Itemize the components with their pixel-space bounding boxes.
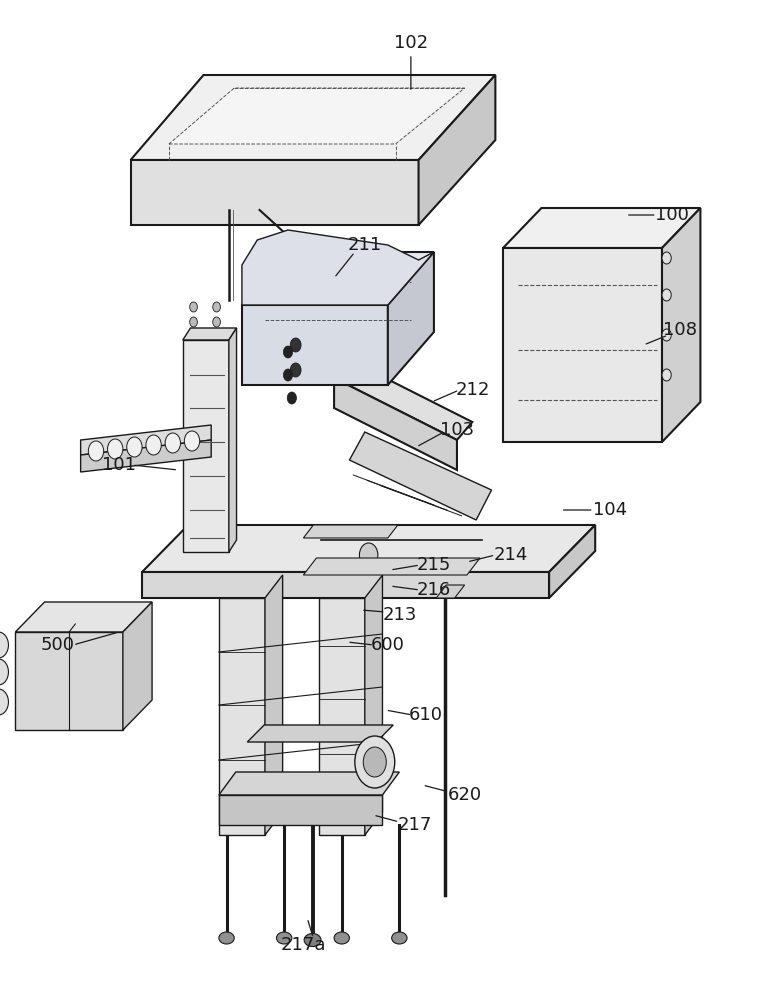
Polygon shape — [334, 378, 457, 470]
Ellipse shape — [334, 932, 349, 944]
Polygon shape — [81, 425, 211, 455]
Circle shape — [213, 302, 220, 312]
Circle shape — [359, 543, 378, 567]
Text: 108: 108 — [663, 321, 697, 339]
Polygon shape — [319, 598, 365, 835]
Text: 103: 103 — [440, 421, 474, 439]
Polygon shape — [303, 558, 480, 575]
Circle shape — [127, 437, 142, 457]
Circle shape — [662, 369, 671, 381]
Polygon shape — [142, 525, 595, 572]
Circle shape — [290, 338, 301, 352]
Circle shape — [290, 363, 301, 377]
Polygon shape — [503, 208, 700, 248]
Polygon shape — [549, 525, 595, 598]
Text: 214: 214 — [494, 546, 528, 564]
Circle shape — [662, 329, 671, 341]
Polygon shape — [123, 602, 152, 730]
Polygon shape — [131, 75, 495, 160]
Polygon shape — [503, 248, 662, 442]
Polygon shape — [15, 632, 123, 730]
Text: 600: 600 — [371, 636, 405, 654]
Circle shape — [363, 747, 386, 777]
Text: 101: 101 — [102, 456, 136, 474]
Circle shape — [190, 302, 197, 312]
Text: 100: 100 — [655, 206, 689, 224]
Text: 211: 211 — [348, 236, 382, 254]
Polygon shape — [662, 208, 700, 442]
Ellipse shape — [304, 934, 321, 946]
Circle shape — [0, 632, 8, 658]
Text: 104: 104 — [594, 501, 627, 519]
Circle shape — [88, 441, 104, 461]
Polygon shape — [219, 598, 265, 835]
Text: 102: 102 — [394, 34, 428, 52]
Polygon shape — [242, 252, 434, 305]
Polygon shape — [334, 360, 472, 440]
Circle shape — [355, 736, 395, 788]
Circle shape — [184, 431, 200, 451]
Circle shape — [283, 369, 293, 381]
Polygon shape — [219, 795, 382, 825]
Circle shape — [662, 252, 671, 264]
Circle shape — [108, 439, 123, 459]
Circle shape — [0, 659, 8, 685]
Polygon shape — [131, 160, 419, 225]
Polygon shape — [436, 585, 465, 598]
Polygon shape — [365, 575, 382, 835]
Circle shape — [287, 392, 296, 404]
Text: 215: 215 — [417, 556, 451, 574]
Polygon shape — [142, 572, 549, 598]
Circle shape — [662, 289, 671, 301]
Polygon shape — [388, 252, 434, 385]
Polygon shape — [229, 328, 237, 552]
Circle shape — [213, 317, 220, 327]
Text: 620: 620 — [448, 786, 482, 804]
Circle shape — [165, 433, 180, 453]
Text: 217: 217 — [398, 816, 432, 834]
Polygon shape — [303, 525, 398, 538]
Circle shape — [190, 317, 197, 327]
Polygon shape — [183, 340, 229, 552]
Text: 610: 610 — [409, 706, 443, 724]
Polygon shape — [419, 75, 495, 225]
Text: 213: 213 — [382, 606, 416, 624]
Circle shape — [283, 346, 293, 358]
Polygon shape — [169, 88, 465, 144]
Ellipse shape — [276, 932, 292, 944]
Ellipse shape — [392, 932, 407, 944]
Polygon shape — [15, 602, 152, 632]
Text: 212: 212 — [455, 381, 489, 399]
Text: 500: 500 — [41, 636, 74, 654]
Polygon shape — [265, 575, 283, 835]
Polygon shape — [349, 432, 492, 520]
Polygon shape — [183, 328, 237, 340]
Text: 217a: 217a — [280, 936, 326, 954]
Polygon shape — [219, 772, 399, 795]
Circle shape — [146, 435, 161, 455]
Polygon shape — [81, 440, 211, 472]
Circle shape — [0, 689, 8, 715]
Polygon shape — [242, 230, 434, 305]
Polygon shape — [247, 725, 393, 742]
Ellipse shape — [219, 932, 234, 944]
Text: 216: 216 — [417, 581, 451, 599]
Polygon shape — [242, 305, 388, 385]
